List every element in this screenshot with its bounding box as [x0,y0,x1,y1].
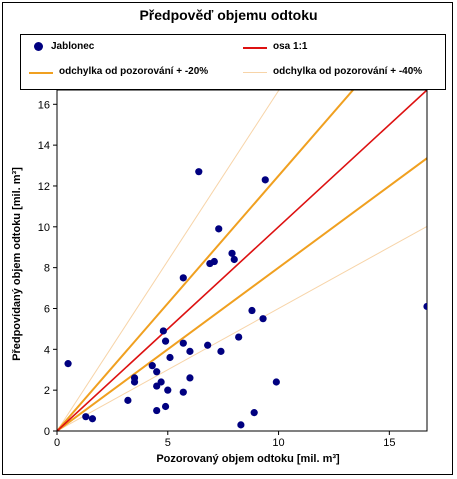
legend-line-orange [29,72,53,74]
data-point [210,257,218,266]
data-point [161,402,170,411]
legend-label: osa 1:1 [273,41,308,52]
data-point [179,388,187,396]
data-point [124,396,132,404]
axis-ticks: 0 5 10 15 0 2 4 6 8 10 12 14 16 [38,99,396,449]
y-tick-label: 6 [44,303,50,315]
y-tick-label: 4 [44,344,50,356]
legend-line-red [243,47,267,49]
legend-marker-dot [34,42,43,51]
chart-frame [2,2,453,475]
data-point [237,421,245,429]
plot-area [56,89,428,432]
chart-title: Předpověď objemu odtoku [139,7,318,23]
data-point [228,249,236,257]
data-point [204,341,212,349]
legend-line-light-orange [243,72,267,73]
data-point [179,339,187,347]
data-point [130,378,139,386]
y-tick-label: 0 [44,426,50,438]
legend-label: odchylka od pozorování + -40% [273,66,423,77]
data-point [217,347,225,355]
data-point [153,368,161,376]
y-tick-label: 8 [44,263,50,275]
data-point [148,362,156,370]
y-tick-label: 14 [38,140,50,152]
data-point [186,347,194,355]
reference-lines [57,90,427,431]
data-point [195,168,203,176]
y-tick-label: 2 [44,385,50,397]
line-dev20-0 [57,90,355,431]
y-axis-label: Předpovídaný objem odtoku [mil. m³] [11,167,23,361]
line-dev40-0 [57,90,280,431]
legend-label: Jablonec [51,41,95,52]
data-point [259,315,267,323]
data-point [261,176,269,184]
data-point [82,413,90,421]
data-points [64,168,427,429]
data-point [230,255,238,264]
x-axis-label: Pozorovaný objem odtoku [mil. m³] [156,453,340,465]
legend-label: odchylka od pozorování + -20% [59,66,209,77]
data-point [161,337,170,345]
data-point [235,333,243,341]
y-tick-label: 10 [38,222,50,234]
x-tick-label: 10 [272,437,284,449]
data-point [166,353,174,362]
legend: Jablonec osa 1:1 odchylka od pozorování … [20,34,446,90]
x-tick-label: 5 [165,437,171,449]
data-point [64,360,72,368]
data-point [164,386,172,394]
data-point [159,327,167,335]
x-tick-label: 0 [54,437,60,449]
line-dev20-1 [57,157,427,431]
y-tick-label: 12 [38,181,50,193]
data-point [88,415,97,423]
data-point [423,302,427,311]
data-point [248,306,256,315]
data-point [186,374,194,382]
line-axis-1-1 [57,90,427,431]
data-point [250,409,258,417]
data-point [272,378,280,386]
data-point [153,406,161,415]
data-point [157,378,165,386]
x-tick-label: 15 [383,437,395,449]
data-point [215,225,223,233]
data-point [179,274,187,282]
y-tick-label: 16 [38,99,50,111]
line-dev40-1 [57,225,427,431]
